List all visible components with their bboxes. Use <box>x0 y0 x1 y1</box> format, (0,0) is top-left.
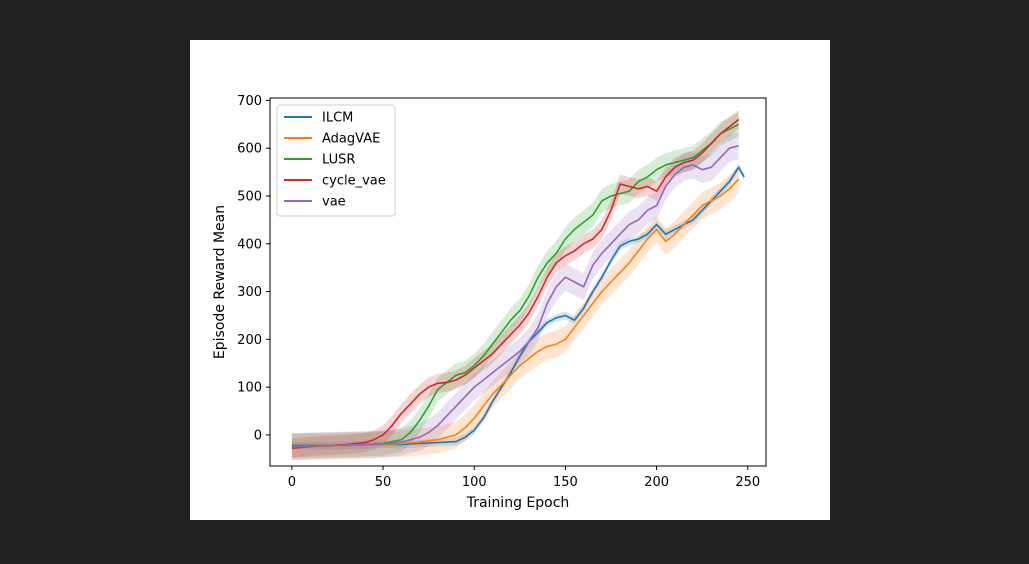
y-axis-label: Episode Reward Mean <box>212 205 228 359</box>
x-tick-label: 100 <box>462 475 487 490</box>
y-tick-label: 400 <box>237 237 262 252</box>
legend-box <box>276 104 396 217</box>
series-line-cycle-vae <box>291 118 740 450</box>
y-tick-label: 0 <box>254 428 262 443</box>
y-axis: 0 100 200 300 400 500 600 700 <box>237 94 270 443</box>
x-tick-label: 200 <box>644 475 669 490</box>
band-lusr <box>291 112 739 458</box>
legend-label-ilcm: ILCM <box>322 111 353 126</box>
series-line-vae <box>291 145 739 448</box>
series-line-adagvae <box>291 178 740 448</box>
y-tick-label: 600 <box>237 142 262 157</box>
y-tick-label: 700 <box>237 94 262 109</box>
figure: 0 50 100 150 200 250 0 100 200 300 400 500 600 700 T… <box>190 40 830 520</box>
legend-label-adagvae: AdagVAE <box>322 132 380 147</box>
x-tick-label: 0 <box>288 475 296 490</box>
confidence-bands <box>291 109 745 461</box>
y-tick-label: 200 <box>237 333 262 348</box>
line-chart: 0 50 100 150 200 250 0 100 200 300 400 500 600 700 T… <box>212 94 767 511</box>
x-tick-label: 150 <box>553 475 578 490</box>
x-axis-label: Training Epoch <box>466 495 570 511</box>
y-tick-label: 300 <box>237 285 262 300</box>
x-tick-label: 250 <box>735 475 760 490</box>
legend-label-cycle-vae: cycle_vae <box>322 174 386 189</box>
x-axis: 0 50 100 150 200 250 <box>288 466 760 490</box>
series-line-lusr <box>291 123 739 447</box>
plot-frame <box>269 97 767 467</box>
y-tick-label: 500 <box>237 189 262 204</box>
legend-label-lusr: LUSR <box>322 153 355 168</box>
series-lines <box>291 118 745 450</box>
legend-label-vae: vae <box>322 195 346 210</box>
y-tick-label: 100 <box>237 381 262 396</box>
band-vae <box>291 132 739 461</box>
x-tick-label: 50 <box>375 475 392 490</box>
